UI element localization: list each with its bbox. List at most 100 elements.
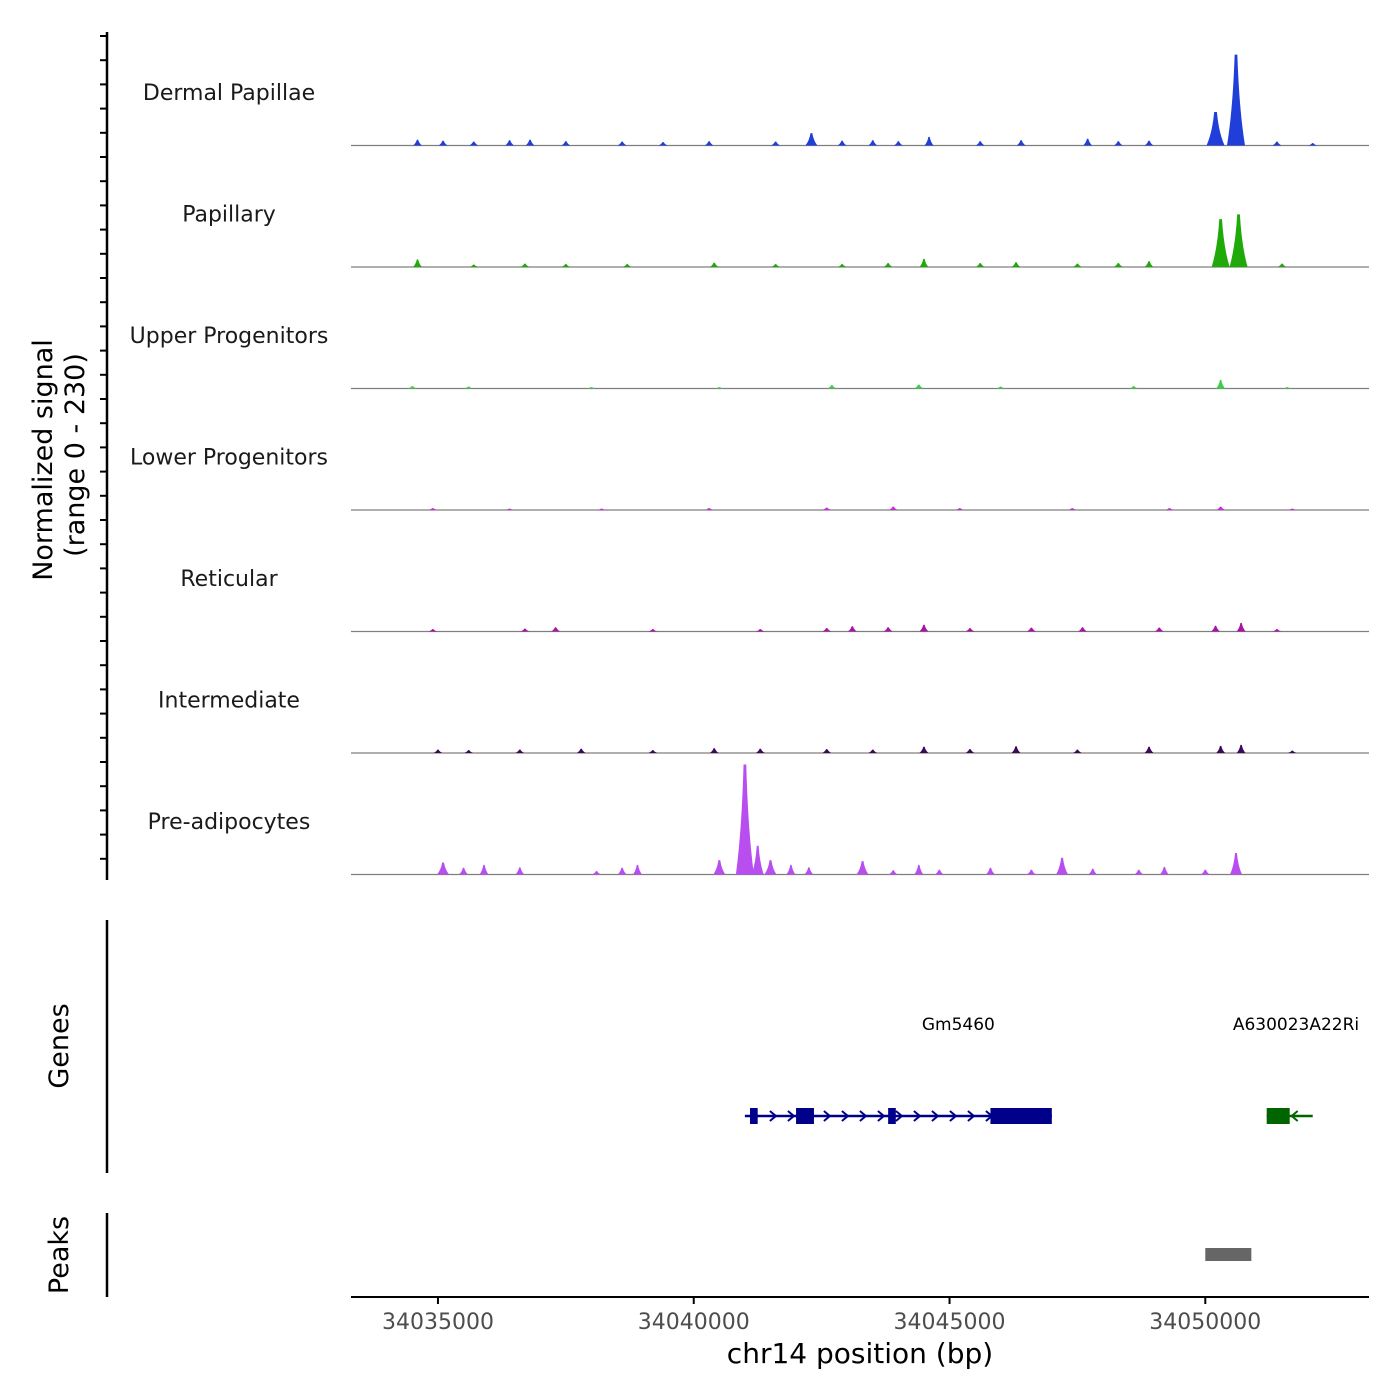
signal-peak [1129, 386, 1139, 389]
signal-peak [1026, 627, 1036, 632]
signal-peak [1113, 141, 1123, 146]
signal-peak [469, 264, 479, 267]
signal-peak [561, 141, 571, 146]
signal-peak [1072, 749, 1082, 753]
signal-peak [868, 140, 878, 146]
genes-track-label: Genes [44, 1003, 75, 1088]
signal-peak [893, 141, 903, 146]
gene-exon [888, 1108, 896, 1124]
signal-peak [428, 508, 438, 510]
signal-peak [1134, 869, 1144, 875]
signal-peak [1216, 379, 1226, 389]
signal-peak [914, 864, 924, 875]
x-tick-label: 34040000 [638, 1310, 750, 1335]
signal-peak [751, 845, 764, 875]
signal-peak [407, 386, 417, 389]
signal-peak [515, 867, 525, 875]
y-axis-title: Normalized signal [28, 339, 59, 581]
signal-peak [965, 749, 975, 753]
x-tick-label: 34035000 [382, 1310, 494, 1335]
signal-peak [934, 869, 944, 875]
signal-peak [1236, 622, 1246, 632]
signal-peak [786, 864, 796, 875]
signal-peak [1200, 869, 1210, 875]
track-reticular: Reticular [180, 567, 1369, 633]
signal-peak [464, 386, 474, 389]
signal-peak [464, 750, 474, 753]
signal-peak [704, 508, 714, 510]
signal-peak [837, 264, 847, 267]
signal-peak [433, 749, 443, 753]
y-axis-title-range: (range 0 - 230) [60, 353, 91, 557]
signal-peak [704, 141, 714, 146]
gene-gm5460: Gm5460 [744, 1015, 1052, 1124]
signal-peak [822, 749, 832, 753]
signal-peak [1282, 387, 1292, 389]
signal-peak [1277, 263, 1287, 267]
x-tick-label: 34045000 [894, 1310, 1006, 1335]
signal-peak [1083, 138, 1093, 146]
signal-peak [755, 748, 765, 753]
signal-peak [709, 748, 719, 753]
signal-peak [1154, 627, 1164, 632]
signal-peak [1078, 627, 1088, 632]
signal-peak [1272, 141, 1282, 146]
track-dermal-papillae: Dermal Papillae [143, 54, 1369, 147]
signal-peak [868, 749, 878, 753]
signal-peak [1088, 868, 1098, 875]
strand-arrow [823, 1110, 832, 1122]
signal-peak [975, 141, 985, 146]
track-label: Pre-adipocytes [148, 810, 311, 835]
signal-peak [713, 860, 726, 875]
signal-peak [1287, 508, 1297, 510]
strand-arrow [895, 1110, 904, 1122]
peak-region [1205, 1248, 1252, 1261]
signal-peak [459, 867, 469, 875]
gene-label: A630023A22Ri [1233, 1015, 1359, 1035]
track-upper-progenitors: Upper Progenitors [130, 324, 1369, 390]
signal-peak [1164, 508, 1174, 510]
signal-peak [888, 506, 898, 510]
signal-peak [985, 867, 995, 875]
y-axis-title-line1: Normalized signal [28, 339, 59, 581]
signal-peak [520, 628, 530, 632]
signal-peak [437, 862, 450, 875]
signal-peak [505, 140, 515, 146]
signal-peak [709, 262, 719, 267]
gene-exon [750, 1108, 758, 1124]
signal-peak [856, 861, 869, 875]
track-papillary: Papillary [182, 203, 1369, 268]
signal-peak [592, 871, 602, 875]
signal-peak [1011, 746, 1021, 753]
gene-exon [1266, 1108, 1290, 1124]
strand-arrow [859, 1110, 868, 1122]
gene-label: Gm5460 [922, 1015, 995, 1035]
signal-peak [883, 627, 893, 632]
signal-peak [914, 384, 924, 389]
signal-peak [1144, 140, 1154, 146]
signal-peak [804, 867, 814, 875]
signal-peak [771, 141, 781, 146]
signal-peak [658, 142, 668, 146]
signal-peak [1011, 262, 1021, 267]
signal-peak [996, 386, 1006, 389]
strand-arrow [787, 1110, 796, 1122]
signal-peak [428, 629, 438, 632]
genes-track: Genes Gm5460 A630023A22Ri [44, 920, 1359, 1173]
signal-peak [965, 628, 975, 632]
track-label: Upper Progenitors [130, 324, 329, 349]
signal-peak [1144, 261, 1154, 267]
signal-peak [1206, 112, 1225, 146]
signal-peak [837, 140, 847, 146]
gene-exon [990, 1108, 1052, 1124]
strand-arrow [769, 1110, 778, 1122]
peaks-track: Peaks [44, 1213, 1252, 1297]
signal-peak [764, 860, 777, 875]
strand-arrow [877, 1110, 886, 1122]
signal-peak [735, 764, 754, 875]
signal-peak [617, 867, 627, 875]
strand-arrow [841, 1110, 850, 1122]
signal-peak [648, 629, 658, 632]
signal-peak [883, 263, 893, 267]
signal-peak [1216, 745, 1226, 753]
